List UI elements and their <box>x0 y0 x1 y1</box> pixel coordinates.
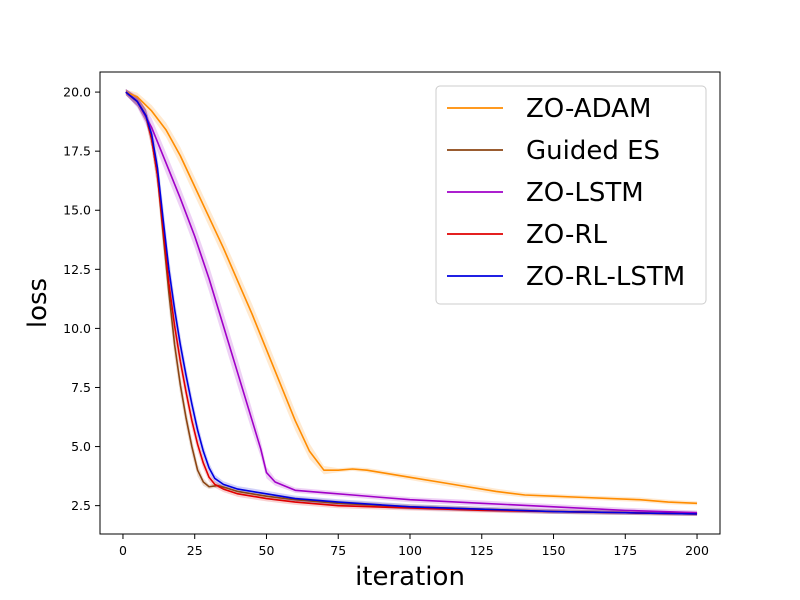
x-axis: 0 25 50 75 100 125 150 175 200 <box>119 534 709 558</box>
series-line-zo-lstm <box>125 91 698 514</box>
series-line-zo-adam <box>125 91 698 505</box>
x-tick-label: 100 <box>398 543 422 558</box>
y-axis-title: loss <box>23 278 53 328</box>
x-axis-title: iteration <box>355 562 465 592</box>
y-tick-label: 10.0 <box>63 321 91 336</box>
series-lines <box>125 91 698 515</box>
y-tick-label: 17.5 <box>63 144 91 159</box>
x-tick-label: 200 <box>685 543 709 558</box>
x-tick-label: 25 <box>187 543 203 558</box>
x-tick-label: 175 <box>613 543 637 558</box>
x-tick-label: 125 <box>470 543 494 558</box>
y-tick-label: 5.0 <box>71 439 91 454</box>
y-tick-label: 2.5 <box>71 498 91 513</box>
legend-label: ZO-ADAM <box>526 94 651 124</box>
x-tick-label: 0 <box>119 543 127 558</box>
y-tick-label: 12.5 <box>63 262 91 277</box>
y-tick-label: 20.0 <box>63 85 91 100</box>
legend-label: ZO-RL-LSTM <box>526 262 685 292</box>
legend-box <box>435 85 707 305</box>
legend-label: Guided ES <box>526 136 660 166</box>
y-axis: 2.5 5.0 7.5 10.0 12.5 15.0 17.5 20.0 <box>63 85 100 513</box>
y-tick-label: 15.0 <box>63 203 91 218</box>
y-tick-label: 7.5 <box>71 380 91 395</box>
legend: ZO-ADAM Guided ES ZO-LSTM ZO-RL ZO-RL-LSTM <box>435 85 707 305</box>
x-tick-label: 150 <box>542 543 566 558</box>
x-tick-label: 50 <box>259 543 275 558</box>
series-line-zo-rl-lstm <box>125 91 698 515</box>
legend-label: ZO-LSTM <box>526 178 644 208</box>
x-tick-label: 75 <box>330 543 346 558</box>
legend-label: ZO-RL <box>526 220 607 250</box>
